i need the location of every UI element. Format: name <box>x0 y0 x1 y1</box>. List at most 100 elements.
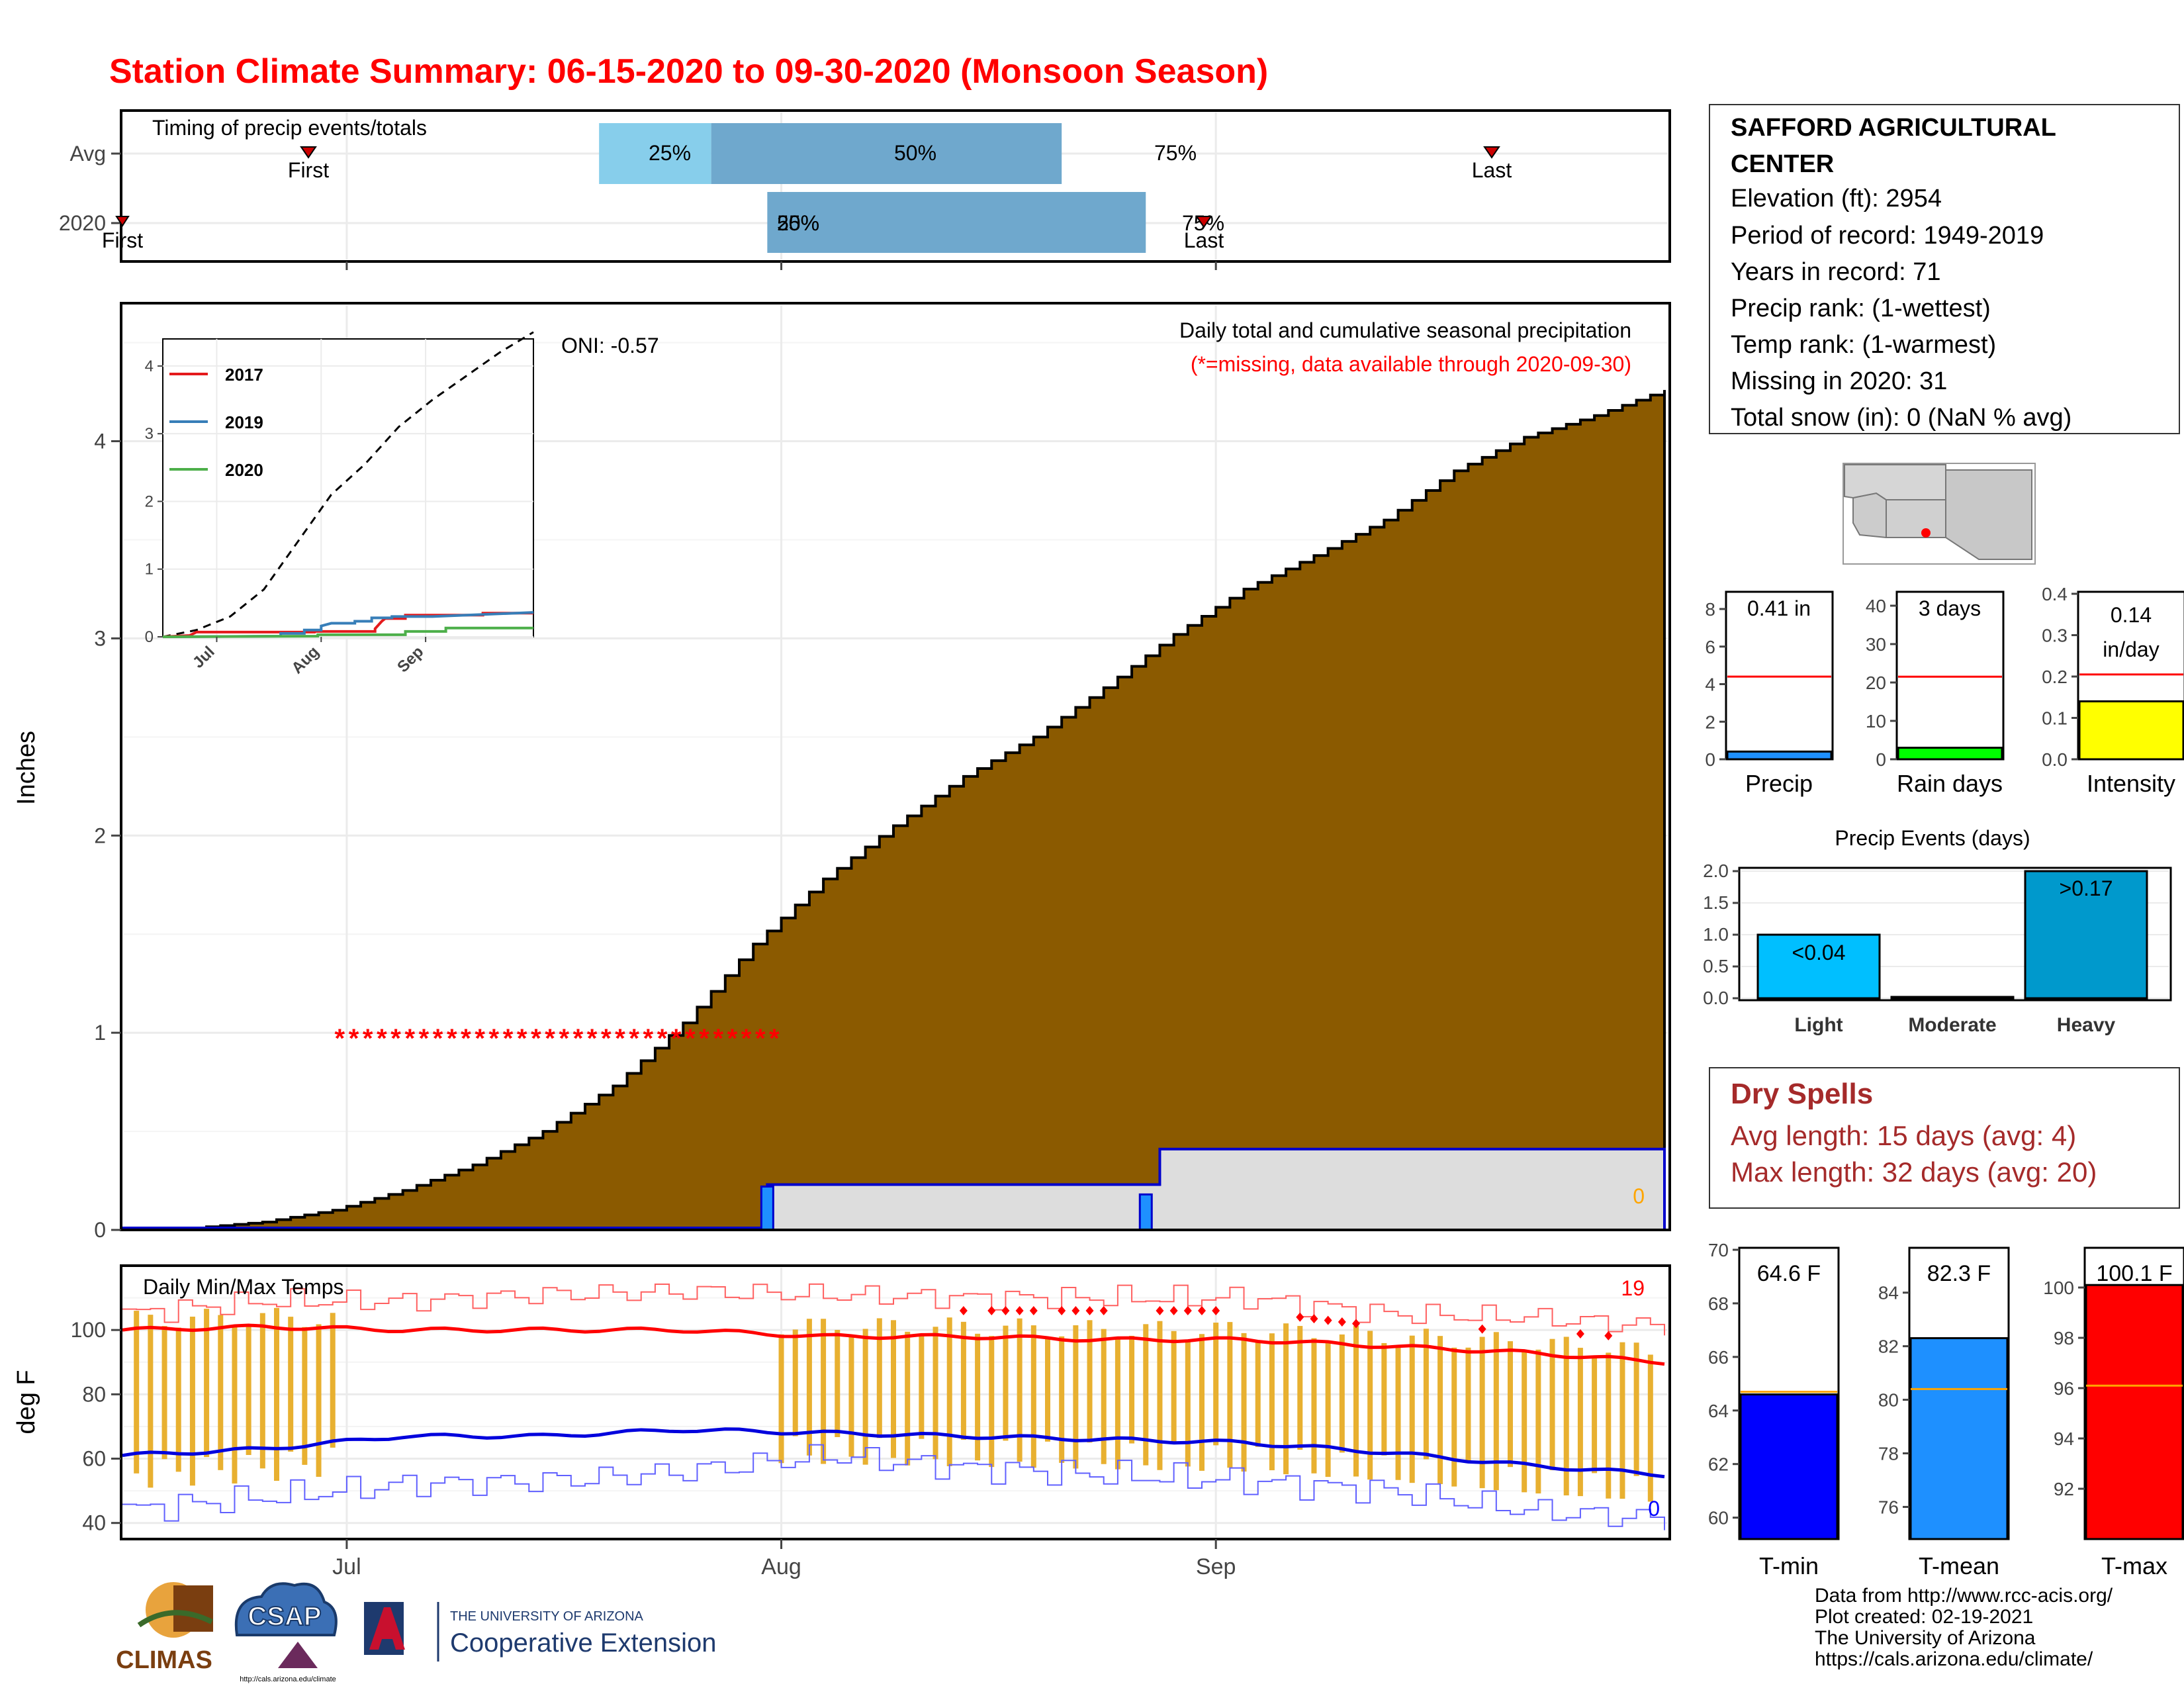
precip-summary-frame <box>1725 590 1834 761</box>
daily-temp-bar <box>1409 1335 1415 1483</box>
station-info-frame <box>1709 104 2180 434</box>
temp-summary-tick-label: 94 <box>2054 1429 2074 1449</box>
station-missing: Missing in 2020: 31 <box>1731 367 1947 395</box>
map-region-north <box>1844 464 1946 500</box>
missing-day-marker: * <box>363 1024 373 1053</box>
daily-temp-bar <box>1395 1345 1401 1480</box>
daily-temp-bar <box>330 1313 336 1448</box>
missing-day-marker: * <box>657 1024 668 1053</box>
events-label-heavy: >0.17 <box>2060 876 2113 900</box>
daily-temp-bar <box>316 1324 322 1477</box>
intensity-summary-label: Intensity <box>2087 770 2175 797</box>
daily-temp-bar <box>919 1336 925 1439</box>
daily-temp-bar <box>946 1317 952 1466</box>
record-max-marker <box>1085 1306 1094 1316</box>
timing-panel-title: Timing of precip events/totals <box>152 116 427 140</box>
temp-summary-tick-label: 60 <box>1708 1508 1729 1528</box>
missing-day-marker: * <box>390 1024 401 1053</box>
precip-note: Daily total and cumulative seasonal prec… <box>1179 318 1631 342</box>
daily-temp-bar <box>218 1315 224 1470</box>
missing-day-marker: * <box>699 1024 709 1053</box>
summary-tick-label: 8 <box>1705 599 1715 620</box>
missing-day-marker: * <box>755 1024 766 1053</box>
summary-tick-label: 0.0 <box>2042 749 2068 770</box>
record-max-marker <box>1604 1331 1613 1340</box>
dry-spells: Dry Spells Avg length: 15 days (avg: 4) … <box>1709 1067 2180 1209</box>
timing-avg-bar-dark <box>711 123 1062 184</box>
daily-temp-bar <box>161 1326 167 1460</box>
daily-temp-bar <box>1129 1335 1135 1444</box>
inset-y-tick-label: 0 <box>145 628 154 646</box>
daily-temp-bar <box>821 1319 827 1464</box>
station-elevation: Elevation (ft): 2954 <box>1731 185 1942 212</box>
missing-day-marker: * <box>671 1024 682 1053</box>
missing-day-marker: * <box>475 1024 485 1053</box>
summary-tick-label: 0.4 <box>2042 584 2068 604</box>
missing-day-marker: * <box>531 1024 541 1053</box>
summary-tick-label: 0.1 <box>2042 708 2068 729</box>
logo-ua-extension: THE UNIVERSITY OF ARIZONA Cooperative Ex… <box>364 1602 716 1662</box>
summary-value-bar <box>1897 747 2003 761</box>
daily-temp-bar <box>1143 1324 1149 1466</box>
y2020-first-marker <box>115 216 130 227</box>
precip-panel-frame <box>120 302 1671 1231</box>
record-max-marker <box>987 1306 996 1316</box>
summary-tick-label: 6 <box>1705 637 1715 657</box>
dry-spells-title: Dry Spells <box>1731 1078 1873 1110</box>
record-max-line <box>122 1283 1665 1336</box>
temp-summary-tick-label: 76 <box>1878 1497 1899 1517</box>
credits-line2: Plot created: 02-19-2021 <box>1815 1606 2033 1628</box>
timing-avg-bar-light <box>599 123 711 184</box>
page-title: Station Climate Summary: 06-15-2020 to 0… <box>109 52 1268 91</box>
temps-y-tick-label: 80 <box>82 1382 106 1406</box>
record-max-marker <box>959 1306 968 1316</box>
daily-temp-bar <box>891 1320 896 1458</box>
daily-temp-bar <box>1465 1347 1471 1464</box>
avg-p75-label: 75% <box>1154 141 1197 165</box>
temps-max-count: 19 <box>1621 1276 1645 1300</box>
x-tick-label: Aug <box>761 1554 801 1579</box>
station-snow: Total snow (in): 0 (NaN % avg) <box>1731 404 2071 432</box>
daily-temp-bar <box>806 1319 812 1456</box>
daily-temp-bar <box>1563 1336 1569 1496</box>
missing-note: (*=missing, data available through 2020-… <box>1191 352 1631 376</box>
record-max-marker <box>1015 1306 1024 1316</box>
missing-day-marker: * <box>573 1024 584 1053</box>
daily-temp-bar <box>1241 1333 1247 1472</box>
avg-first-marker <box>300 146 317 159</box>
record-max-marker <box>1310 1314 1318 1324</box>
ua-line2: Cooperative Extension <box>450 1628 716 1658</box>
daily-temp-bar <box>1549 1338 1555 1471</box>
events-cat-heavy: Heavy <box>2057 1014 2116 1036</box>
daily-temp-bar <box>1171 1331 1177 1444</box>
missing-day-marker: * <box>419 1024 430 1053</box>
daily-temp-bar <box>1213 1323 1219 1446</box>
daily-temp-bar <box>1367 1331 1373 1480</box>
daily-temp-bar <box>862 1329 868 1465</box>
temp-summary-tick-label: 98 <box>2054 1328 2074 1348</box>
events-y-tick-label: 2.0 <box>1703 861 1729 881</box>
daily-temp-bar <box>1577 1348 1583 1497</box>
avg-p25-label: 25% <box>649 141 691 165</box>
station-precip-rank: Precip rank: (1-wettest) <box>1731 295 1991 322</box>
raindays-summary-label: Rain days <box>1897 770 2003 797</box>
missing-day-marker: * <box>447 1024 457 1053</box>
temp-summary-tick-label: 62 <box>1708 1454 1729 1475</box>
events-y-tick-label: 0.0 <box>1703 988 1729 1008</box>
missing-day-marker: * <box>335 1024 345 1053</box>
missing-day-marker: * <box>461 1024 471 1053</box>
daily-temp-bar <box>1437 1336 1443 1484</box>
daily-temp-bar <box>933 1327 938 1460</box>
temp-summary-tick-label: 84 <box>1878 1283 1899 1303</box>
daily-temp-bar <box>134 1311 140 1474</box>
daily-temp-bar <box>1522 1352 1527 1493</box>
record-max-marker <box>1478 1324 1486 1334</box>
events-y-tick-label: 0.5 <box>1703 956 1729 976</box>
temp-summary-tick-label: 66 <box>1708 1347 1729 1368</box>
summary-tick-label: 4 <box>1705 675 1715 695</box>
daily-temp-bar <box>1297 1326 1303 1450</box>
daily-temp-bar <box>876 1318 882 1438</box>
daily-temp-bar <box>259 1313 265 1469</box>
y2020-last-marker <box>1195 216 1212 228</box>
daily-temp-bars <box>134 1307 1653 1502</box>
